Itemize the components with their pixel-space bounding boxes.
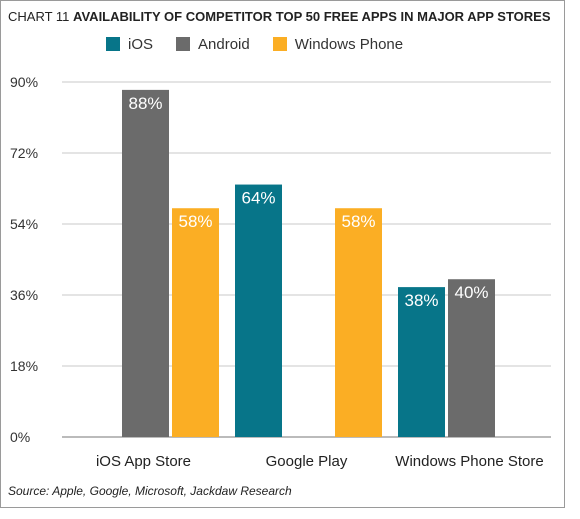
- chart-title: CHART 11 AVAILABILITY OF COMPETITOR TOP …: [8, 9, 551, 24]
- legend-swatch: [106, 37, 120, 51]
- data-label: 40%: [454, 283, 488, 302]
- bar: [398, 287, 445, 437]
- x-tick-label: Windows Phone Store: [395, 453, 543, 470]
- data-label: 64%: [241, 189, 275, 208]
- source-note: Source: Apple, Google, Microsoft, Jackda…: [8, 484, 292, 498]
- legend-item-1: Android: [176, 36, 250, 53]
- legend-item-0: iOS: [106, 36, 153, 53]
- bar: [172, 208, 219, 437]
- y-tick-label: 0%: [10, 429, 30, 445]
- chart-number: CHART 11: [8, 9, 70, 24]
- legend: iOS Android Windows Phone: [106, 34, 426, 54]
- y-tick-label: 36%: [10, 287, 38, 303]
- data-label: 38%: [404, 291, 438, 310]
- legend-swatch: [272, 37, 287, 51]
- data-label: 58%: [178, 212, 212, 231]
- x-tick-label: Google Play: [266, 453, 348, 470]
- x-tick-label: iOS App Store: [96, 453, 191, 470]
- data-label: 88%: [128, 94, 162, 113]
- y-tick-label: 90%: [10, 74, 38, 90]
- legend-label: iOS: [128, 35, 154, 53]
- legend-swatch: [176, 37, 191, 51]
- data-label: 58%: [341, 212, 375, 231]
- y-tick-label: 18%: [10, 358, 38, 374]
- y-tick-label: 54%: [10, 216, 38, 232]
- legend-item-2: Windows Phone: [272, 35, 404, 53]
- y-tick-label: 72%: [10, 145, 38, 161]
- legend-label: Windows Phone: [294, 35, 404, 53]
- bar: [122, 89, 169, 437]
- legend-label: Android: [198, 35, 250, 53]
- bar: [448, 279, 495, 437]
- bar: [335, 208, 382, 437]
- chart-title-text: AVAILABILITY OF COMPETITOR TOP 50 FREE A…: [73, 9, 551, 24]
- bar: [235, 184, 282, 437]
